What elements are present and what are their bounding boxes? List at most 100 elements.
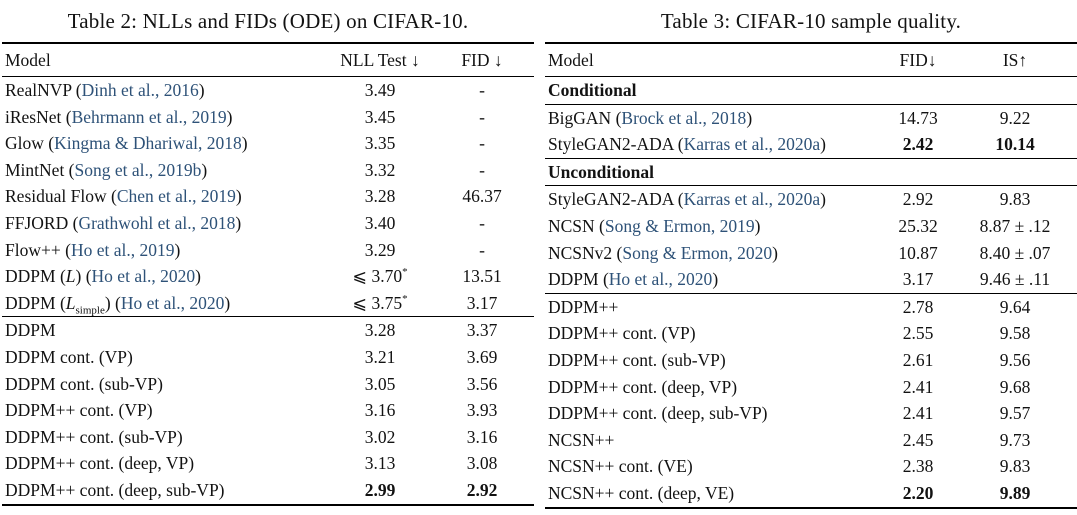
citation-link[interactable]: Grathwohl et al., 2018 — [78, 212, 236, 233]
model-cell: DDPM++ — [548, 296, 619, 317]
value-cell: 2.38 — [902, 456, 934, 477]
table-row: DDPM++ cont. (deep, sub-VP) 2.99 2.92 — [2, 477, 534, 505]
citation-link[interactable]: Ho et al., 2020 — [608, 269, 713, 290]
model-cell: NCSN++ cont. (deep, VE) — [548, 482, 735, 503]
table-row: Residual Flow (Chen et al., 2019) 3.28 46.… — [2, 183, 534, 210]
section-group: Unconditional — [545, 158, 1077, 186]
row-group: DDPM 3.28 3.37 DDPM cont. (VP) 3.21 3.69 DDPM … — [2, 316, 534, 505]
value-cell: 2.41 — [902, 403, 934, 424]
header-row: Model NLL Test ↓ FID ↓ — [2, 43, 534, 77]
value-cell: 3.49 — [364, 80, 396, 100]
citation-link[interactable]: Brock et al., 2018 — [621, 107, 747, 128]
citation-link[interactable]: Song et al., 2019b — [74, 159, 202, 180]
citation-link[interactable]: Kingma & Dhariwal, 2018 — [54, 133, 242, 154]
value-cell: 3.17 — [902, 269, 934, 290]
text-segment-italic: L — [65, 266, 76, 287]
table-row: DDPM++ cont. (VP) 2.55 9.58 — [545, 320, 1077, 347]
section-group: Conditional — [545, 77, 1077, 105]
model-cell: DDPM (Lsimple) (Ho et al., 2020) — [5, 292, 231, 317]
value-cell: 14.73 — [898, 107, 938, 128]
value-cell: 9.89 — [953, 480, 1077, 508]
table-row: DDPM++ cont. (deep, VP) 3.13 3.08 — [2, 450, 534, 477]
value-cell: 9.22 — [999, 107, 1031, 128]
table-row: DDPM++ cont. (sub-VP) 3.02 3.16 — [2, 424, 534, 451]
table-3-grid: Model FID↓ IS↑ Conditional BigGAN (Brock et … — [545, 42, 1077, 509]
text-segment-sup: * — [402, 292, 408, 305]
model-cell: DDPM++ cont. (sub-VP) — [5, 426, 183, 447]
value-cell: 3.17 — [466, 292, 498, 313]
value-cell: 9.68 — [999, 376, 1031, 397]
model-cell: NCSN (Song & Ermon, 2019) — [548, 215, 761, 236]
model-cell: DDPM cont. (sub-VP) — [5, 373, 163, 394]
value-cell: 9.57 — [999, 403, 1031, 424]
model-cell: MintNet (Song et al., 2019b) — [5, 159, 208, 180]
value-cell: 3.56 — [466, 373, 498, 394]
model-cell: iResNet (Behrmann et al., 2019) — [5, 106, 233, 127]
value-cell: - — [479, 106, 485, 127]
table-row: DDPM (Ho et al., 2020) 3.17 9.46 ± .11 — [545, 266, 1077, 293]
table-row: StyleGAN2-ADA (Karras et al., 2020a) 2.92… — [545, 186, 1077, 213]
table-row: RealNVP (Dinh et al., 2016) 3.49 - — [2, 77, 534, 104]
value-cell: 3.05 — [364, 373, 396, 394]
value-cell: 3.93 — [466, 400, 498, 421]
value-cell: 3.21 — [364, 346, 396, 367]
table-row: DDPM++ cont. (deep, VP) 2.41 9.68 — [545, 374, 1077, 401]
value-cell: 3.16 — [466, 426, 498, 447]
table-3: Table 3: CIFAR-10 sample quality. Model F… — [545, 0, 1077, 509]
table-row: DDPM++ cont. (sub-VP) 2.61 9.56 — [545, 347, 1077, 374]
section-header-row: Unconditional — [545, 158, 1077, 186]
citation-link[interactable]: Dinh et al., 2016 — [81, 80, 199, 100]
value-cell: 3.69 — [466, 346, 498, 367]
value-cell: 3.28 — [364, 320, 396, 341]
model-cell: DDPM++ cont. (deep, VP) — [548, 376, 738, 397]
value-cell: - — [479, 80, 485, 100]
table-row: DDPM cont. (VP) 3.21 3.69 — [2, 344, 534, 371]
value-cell: 3.32 — [364, 159, 396, 180]
model-cell: DDPM cont. (VP) — [5, 346, 133, 367]
citation-link[interactable]: Ho et al., 2019 — [70, 239, 175, 260]
value-cell: 2.99 — [330, 477, 430, 505]
model-cell: StyleGAN2-ADA (Karras et al., 2020a) — [548, 189, 826, 210]
table-row: DDPM cont. (sub-VP) 3.05 3.56 — [2, 371, 534, 398]
value-cell: 3.02 — [364, 426, 396, 447]
table-row: NCSN (Song & Ermon, 2019) 25.32 8.87 ± .12 — [545, 213, 1077, 240]
value-cell: 9.46 ± .11 — [979, 269, 1051, 290]
value-cell: 2.92 — [902, 189, 934, 210]
row-group: RealNVP (Dinh et al., 2016) 3.49- iResNet … — [2, 77, 534, 317]
citation-link[interactable]: Karras et al., 2020a — [683, 134, 821, 155]
value-cell: 3.08 — [466, 453, 498, 474]
section-header: Conditional — [548, 80, 637, 100]
citation-link[interactable]: Behrmann et al., 2019 — [71, 106, 227, 127]
text-segment-bold: 2.42 — [902, 134, 934, 155]
text-segment-bold: 2.92 — [466, 479, 498, 500]
value-cell: ⩽ 3.75* — [352, 292, 408, 313]
value-cell: - — [479, 133, 485, 154]
value-cell: 9.64 — [999, 296, 1031, 317]
value-cell: 13.51 — [462, 266, 502, 287]
citation-link[interactable]: Ho et al., 2020 — [120, 292, 225, 313]
citation-link[interactable]: Ho et al., 2020 — [91, 266, 196, 287]
value-cell: 9.73 — [999, 429, 1031, 450]
section-header: Unconditional — [548, 161, 654, 182]
value-cell: 10.14 — [953, 131, 1077, 158]
citation-link[interactable]: Song & Ermon, 2019 — [604, 215, 755, 236]
model-cell: DDPM++ cont. (deep, sub-VP) — [5, 479, 225, 500]
table-row: DDPM 3.28 3.37 — [2, 317, 534, 344]
citation-link[interactable]: Chen et al., 2019 — [116, 186, 236, 207]
value-cell: 2.41 — [902, 376, 934, 397]
table-row: MintNet (Song et al., 2019b) 3.32 - — [2, 157, 534, 184]
table-row: DDPM++ 2.78 9.64 — [545, 293, 1077, 320]
text-segment-bold: 9.89 — [999, 482, 1031, 503]
model-cell: Glow (Kingma & Dhariwal, 2018) — [5, 133, 248, 154]
value-cell: 2.45 — [902, 429, 934, 450]
citation-link[interactable]: Song & Ermon, 2020 — [622, 242, 773, 263]
value-cell: 9.58 — [999, 323, 1031, 344]
model-cell: DDPM — [5, 320, 56, 341]
citation-link[interactable]: Karras et al., 2020a — [683, 189, 821, 210]
model-cell: Residual Flow (Chen et al., 2019) — [5, 186, 242, 207]
column-header: FID↓ — [899, 50, 937, 70]
table-row: FFJORD (Grathwohl et al., 2018) 3.40 - — [2, 210, 534, 237]
column-header: Model — [5, 50, 51, 70]
model-cell: DDPM++ cont. (VP) — [548, 323, 696, 344]
value-cell: 2.92 — [430, 477, 534, 505]
